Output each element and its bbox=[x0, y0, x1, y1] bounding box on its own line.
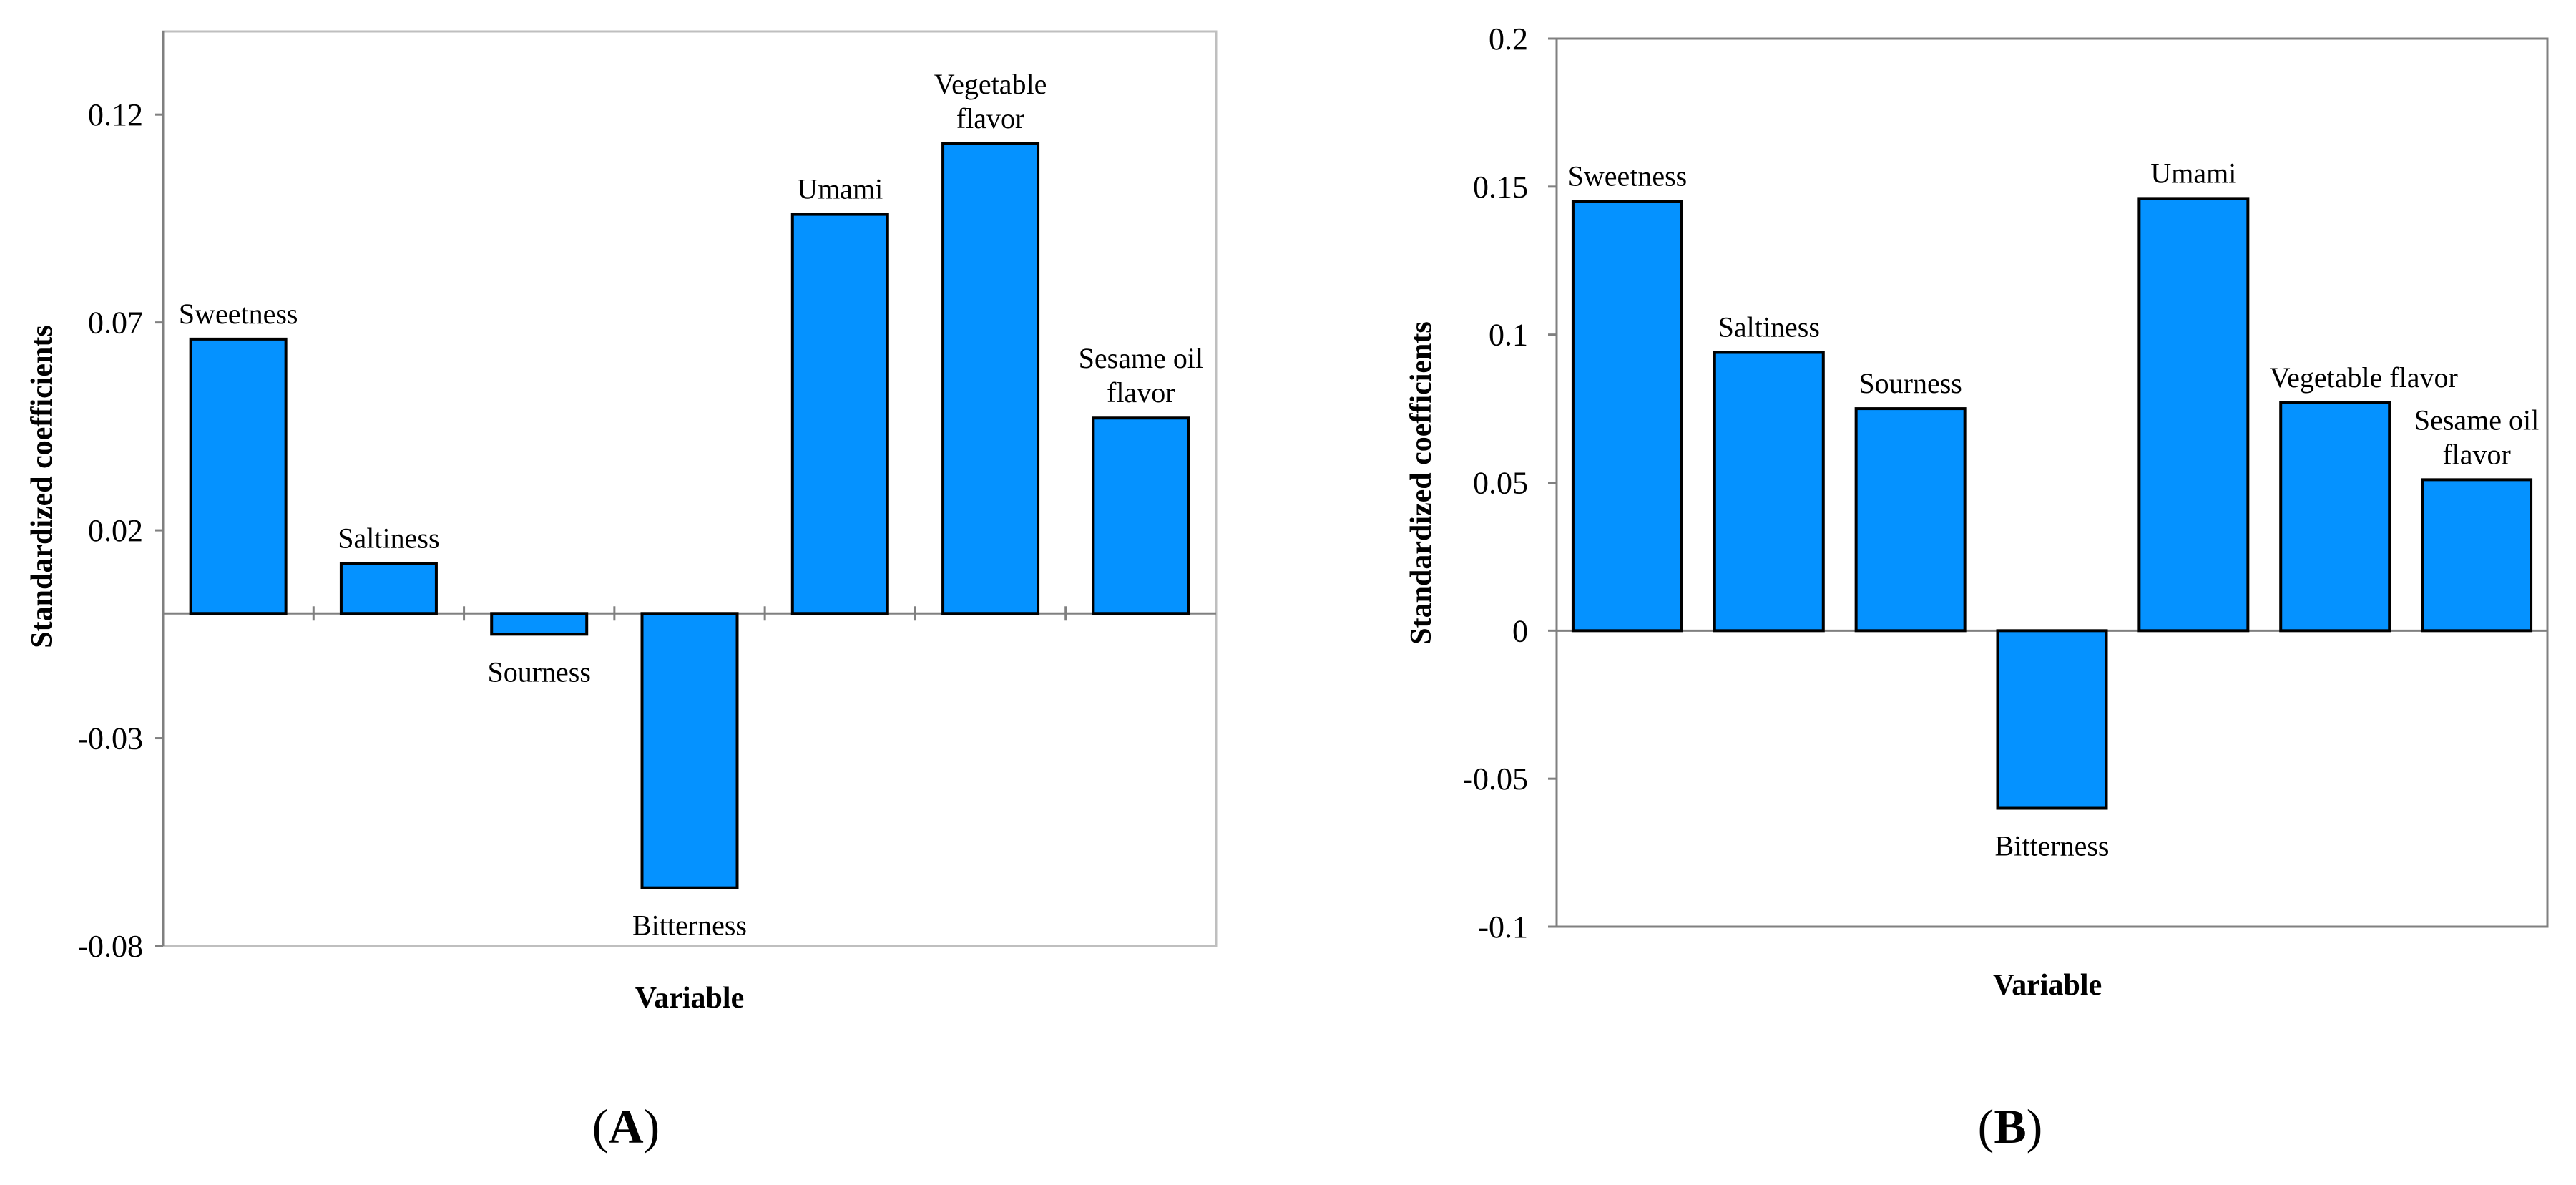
bar-label-line: Bitterness bbox=[1995, 830, 2110, 862]
y-axis-title: Standardized coefficients bbox=[1405, 321, 1438, 644]
bar-label-line: Umami bbox=[2150, 157, 2236, 189]
bar-label-line: Sesame oil bbox=[1079, 342, 1203, 374]
bar-sesame-oil-flavor bbox=[1092, 416, 1190, 615]
bar-label-vegetable-flavor: Vegetable flavor bbox=[934, 68, 1047, 135]
bar-label-line: Sweetness bbox=[1568, 160, 1688, 192]
y-tick-label: -0.08 bbox=[77, 929, 143, 964]
bar-vegetable-flavor bbox=[2279, 401, 2391, 633]
bar-sweetness bbox=[1571, 200, 1683, 633]
bar-label-sourness: Sourness bbox=[1858, 367, 1962, 399]
bar-label-line: Vegetable flavor bbox=[2270, 361, 2458, 394]
bar-label-sesame-oil-flavor: Sesame oil flavor bbox=[2414, 404, 2539, 470]
bar-umami bbox=[790, 213, 889, 615]
bar-saltiness bbox=[339, 562, 438, 615]
panel-label-close: ) bbox=[2027, 1099, 2043, 1154]
bar-sweetness bbox=[189, 337, 288, 615]
bar-label-line: Sourness bbox=[1858, 367, 1962, 399]
y-tick-label: 0.05 bbox=[1473, 466, 1528, 501]
y-tick-label: 0.15 bbox=[1473, 170, 1528, 205]
chart-panel-a: 0.12 0.07 0.02 -0.03 -0.08 Sweetness Saltiness… bbox=[26, 30, 1218, 1154]
chart-panel-b: 0.2 0.15 0.1 0.05 0 -0.05 -0.1 Sweetness Saltine… bbox=[1405, 21, 2549, 1154]
bar-label-line: Saltiness bbox=[338, 522, 439, 555]
bar-sourness bbox=[490, 612, 589, 636]
bar-label-bitterness: Bitterness bbox=[1995, 830, 2110, 862]
bar-label-line: Vegetable bbox=[934, 68, 1047, 100]
y-axis-title: Standardized coefficients bbox=[26, 325, 59, 648]
x-axis-title: Variable bbox=[635, 982, 744, 1015]
bar-label-line: Saltiness bbox=[1718, 311, 1820, 343]
bar-label-sweetness: Sweetness bbox=[179, 298, 298, 330]
bar-sourness bbox=[1854, 407, 1967, 633]
y-tick-label: 0.02 bbox=[88, 513, 143, 548]
y-tick-label: -0.03 bbox=[77, 721, 143, 756]
y-tick-label: 0 bbox=[1512, 613, 1528, 648]
panel-label: (B) bbox=[1978, 1099, 2043, 1154]
y-tick-label: -0.05 bbox=[1462, 761, 1528, 796]
bar-label-umami: Umami bbox=[2150, 157, 2236, 189]
bar-bitterness bbox=[640, 612, 739, 889]
panel-label-letter: A bbox=[608, 1099, 643, 1154]
bar-label-saltiness: Saltiness bbox=[1718, 311, 1820, 343]
y-tick-label: 0.2 bbox=[1489, 21, 1528, 57]
bar-label-umami: Umami bbox=[797, 173, 883, 205]
bar-saltiness bbox=[1713, 351, 1825, 633]
panel-label: (A) bbox=[592, 1099, 660, 1154]
panel-label-open: ( bbox=[1978, 1099, 1994, 1154]
bar-vegetable-flavor bbox=[941, 142, 1040, 615]
bar-label-vegetable-flavor: Vegetable flavor bbox=[2270, 361, 2458, 394]
x-axis-title: Variable bbox=[1993, 969, 2102, 1002]
bar-label-line: Umami bbox=[797, 173, 883, 205]
y-tick-label: -0.1 bbox=[1478, 910, 1528, 945]
bar-umami bbox=[2137, 197, 2250, 633]
bar-bitterness bbox=[1996, 629, 2108, 810]
panel-label-letter: B bbox=[1994, 1099, 2026, 1154]
bar-label-line: Bitterness bbox=[632, 910, 747, 942]
bar-label-sesame-oil-flavor: Sesame oil flavor bbox=[1079, 342, 1203, 409]
y-tick-label: 0.1 bbox=[1489, 318, 1528, 353]
y-tick-label: 0.12 bbox=[88, 97, 143, 132]
panel-label-open: ( bbox=[592, 1099, 609, 1154]
panel-label-close: ) bbox=[644, 1099, 660, 1154]
bar-label-bitterness: Bitterness bbox=[632, 910, 747, 942]
bar-label-saltiness: Saltiness bbox=[338, 522, 439, 555]
bar-label-sourness: Sourness bbox=[487, 655, 590, 688]
bar-label-line: flavor bbox=[1107, 376, 1175, 409]
bar-label-line: Sweetness bbox=[179, 298, 298, 330]
bar-sesame-oil-flavor bbox=[2421, 478, 2533, 633]
bar-label-sweetness: Sweetness bbox=[1568, 160, 1688, 192]
bar-label-line: flavor bbox=[956, 102, 1025, 135]
bar-label-line: flavor bbox=[2442, 438, 2511, 470]
bar-label-line: Sourness bbox=[487, 655, 590, 688]
y-tick-label: 0.07 bbox=[88, 306, 143, 341]
bar-label-line: Sesame oil bbox=[2414, 404, 2539, 436]
